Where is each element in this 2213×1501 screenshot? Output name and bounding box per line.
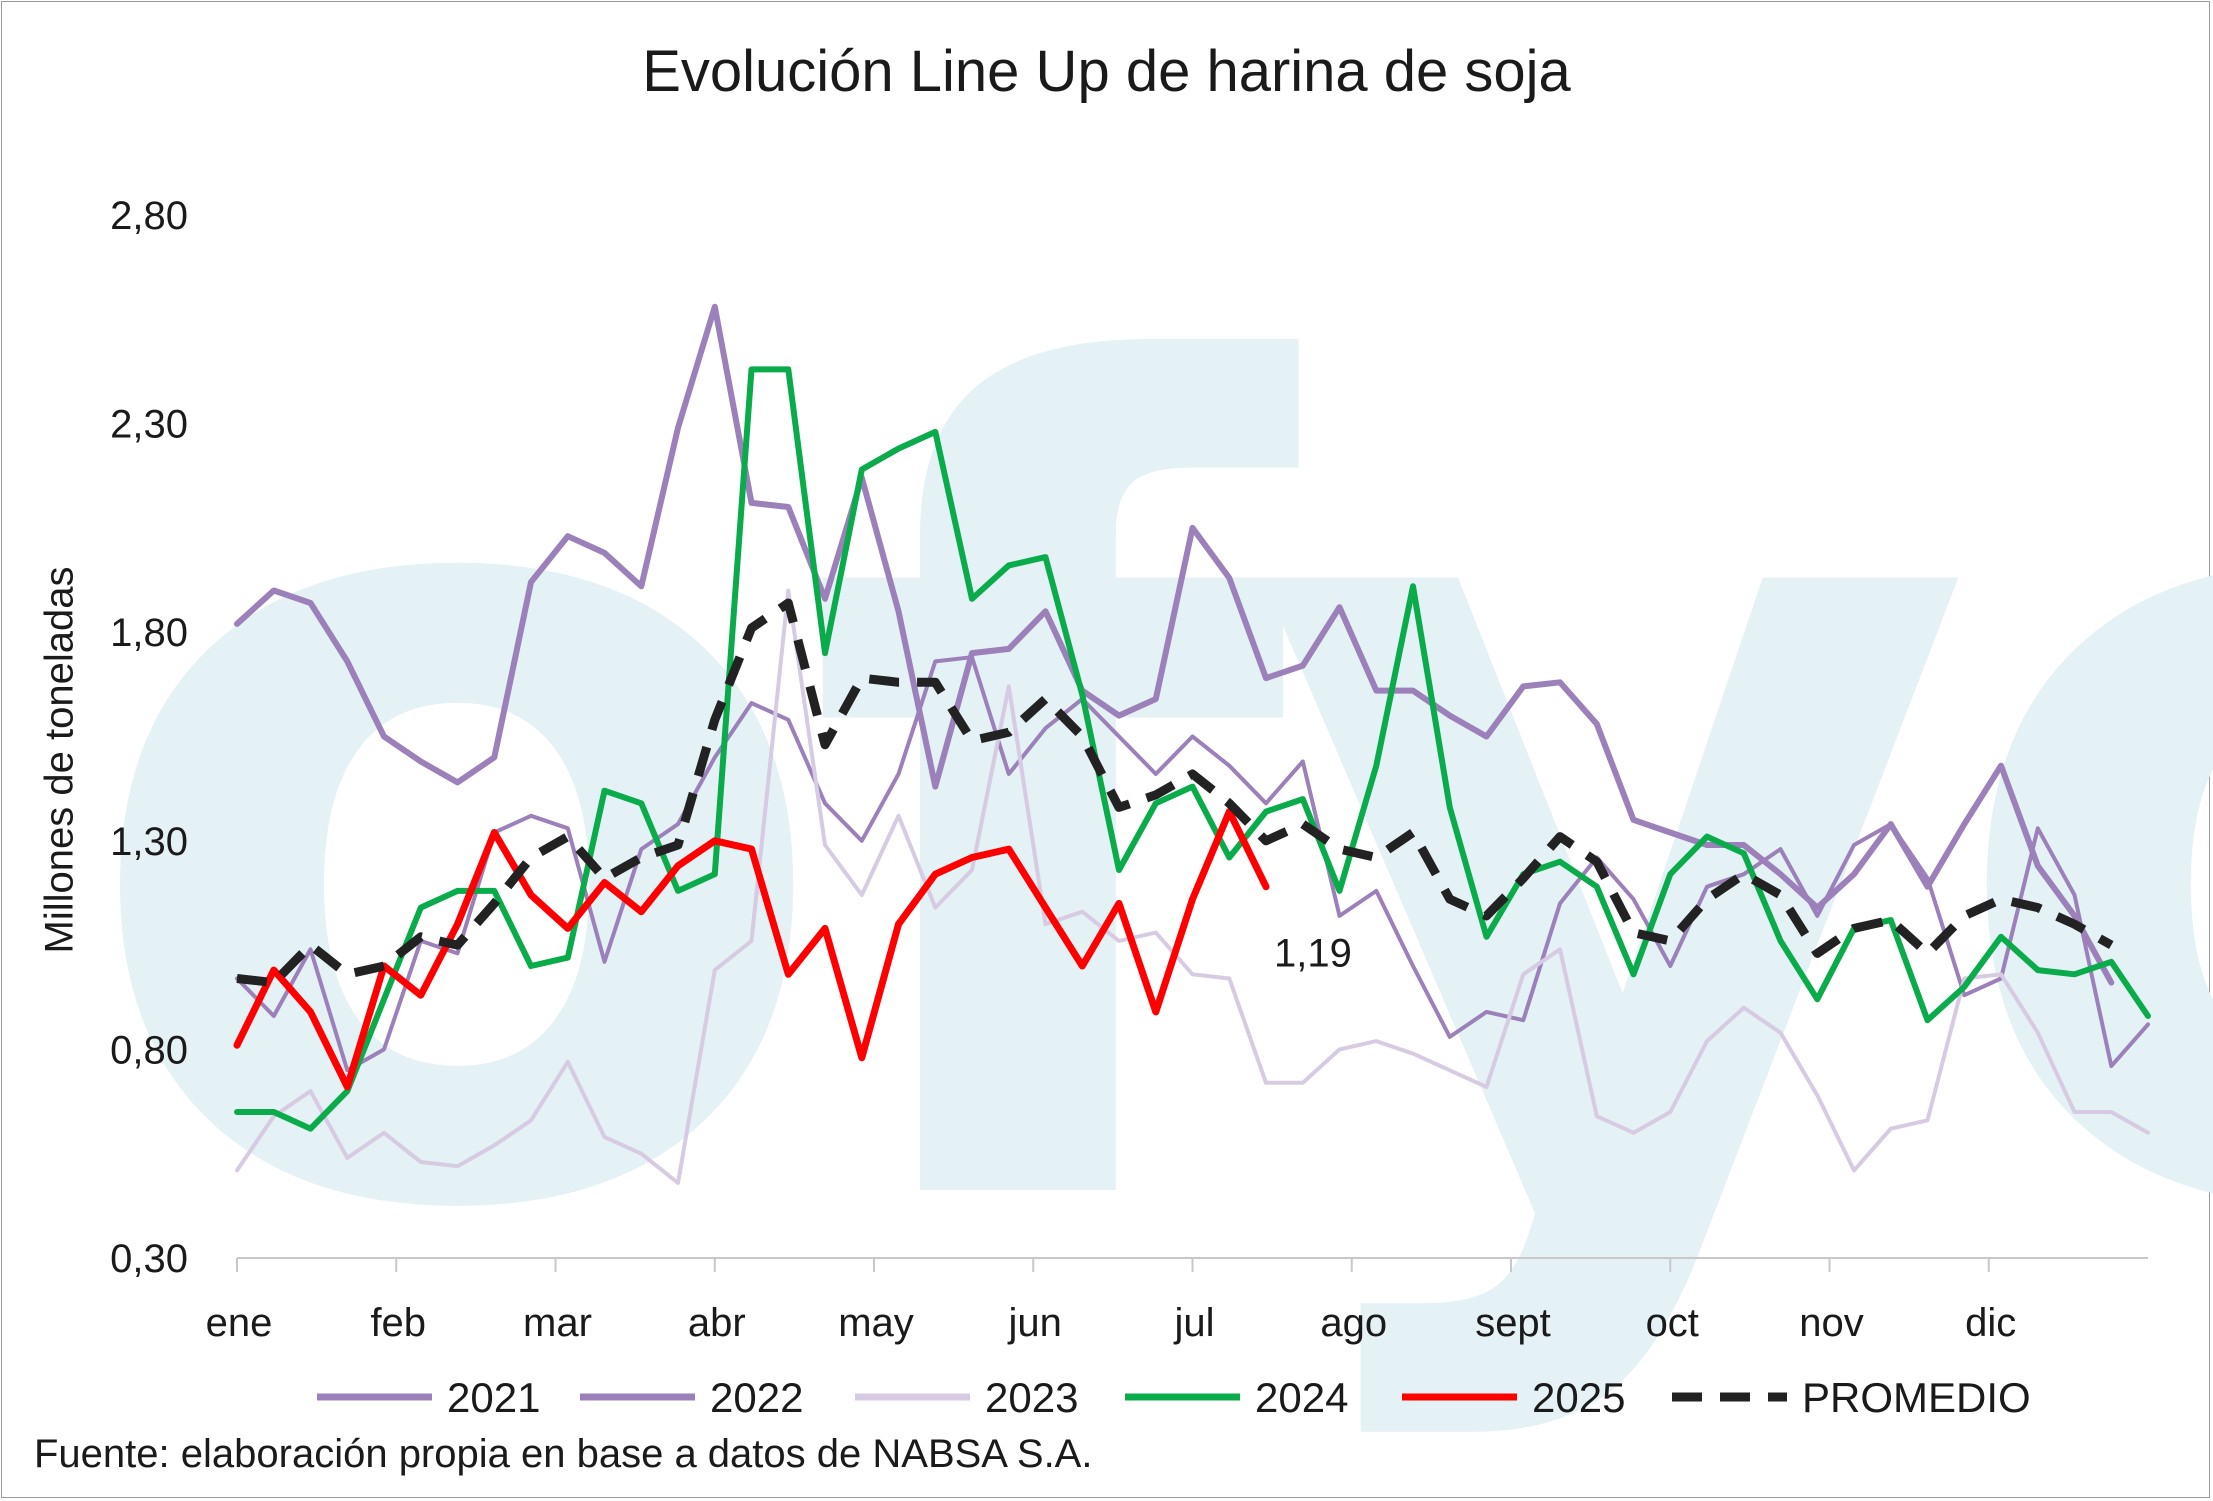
- legend-label-2023: 2023: [985, 1374, 1078, 1421]
- legend: 2021 2022 2023 2024 2025 PROMEDIO: [317, 1374, 2031, 1421]
- series-line-2024: [234, 366, 2151, 1132]
- series-line-2025: [233, 808, 1270, 1091]
- x-tick-label: may: [838, 1301, 914, 1345]
- watermark-logo: ofyo: [72, 151, 2213, 1455]
- x-tick-label: abr: [688, 1301, 746, 1345]
- series-line-2023: [235, 588, 2150, 1185]
- x-tick-label: mar: [523, 1301, 592, 1345]
- series-group: [233, 303, 2151, 1185]
- legend-label-2025: 2025: [1532, 1374, 1625, 1421]
- series-line-2022: [235, 655, 2150, 1073]
- x-tick-label: oct: [1646, 1301, 1699, 1345]
- y-tick-label: 1,80: [110, 611, 188, 655]
- axes: 2,80 2,30 1,80 1,30 0,80 0,30 ene feb mar abr may j…: [110, 194, 2148, 1345]
- y-tick-label: 0,30: [110, 1237, 188, 1281]
- y-tick-label: 0,80: [110, 1028, 188, 1072]
- series-line-2021: [234, 303, 2115, 986]
- annotations: 1,19: [1274, 932, 1352, 976]
- watermark: ofyo: [72, 151, 2213, 1455]
- source-note: Fuente: elaboración propia en base a dat…: [34, 1432, 1093, 1476]
- x-tick-label: dic: [1965, 1301, 2016, 1345]
- legend-label-promedio: PROMEDIO: [1802, 1374, 2031, 1421]
- legend-label-2024: 2024: [1255, 1374, 1348, 1421]
- legend-label-2022: 2022: [710, 1374, 803, 1421]
- x-tick-label: sept: [1475, 1301, 1551, 1345]
- y-tick-label: 2,30: [110, 403, 188, 447]
- legend-label-2021: 2021: [447, 1374, 540, 1421]
- chart-title: Evolución Line Up de harina de soja: [642, 39, 1571, 104]
- x-tick-label: ago: [1320, 1301, 1387, 1345]
- last-value-label: 1,19: [1274, 932, 1352, 976]
- x-tick-label: jun: [1008, 1301, 1062, 1345]
- y-tick-label: 2,80: [110, 194, 188, 238]
- y-tick-label: 1,30: [110, 820, 188, 864]
- x-tick-label: jul: [1173, 1301, 1214, 1345]
- x-tick-label: feb: [370, 1301, 426, 1345]
- series-line-promedio: [236, 598, 2114, 988]
- x-tick-label: nov: [1799, 1301, 1864, 1345]
- x-tick-label: ene: [206, 1301, 273, 1345]
